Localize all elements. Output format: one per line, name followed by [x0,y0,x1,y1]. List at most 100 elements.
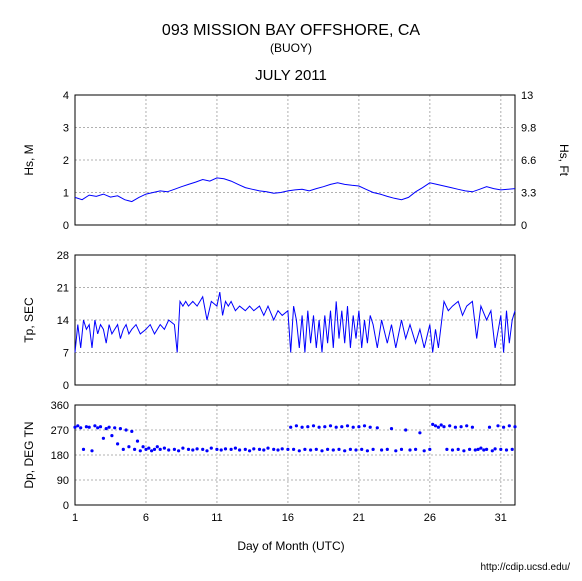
series-point [491,449,494,452]
series-point [479,447,482,450]
series-point [201,448,204,451]
series-point [454,426,457,429]
series-point [451,448,454,451]
series-point [309,448,312,451]
ytick-right-label: 6.6 [521,155,536,167]
series-point [167,448,170,451]
series-point [332,448,335,451]
series-point [372,448,375,451]
series-point [468,448,471,451]
series-point [404,428,407,431]
series-point [474,448,477,451]
series-point [252,447,255,450]
series-point [394,449,397,452]
series-point [230,448,233,451]
ytick-label: 90 [57,475,69,487]
series-point [79,426,82,429]
series-point [113,426,116,429]
series-point [177,449,180,452]
xtick-label: 11 [211,512,222,524]
ytick-right-label: 0 [521,220,527,232]
series-point [335,426,338,429]
series-point [499,448,502,451]
series-point [248,449,251,452]
series-point [292,448,295,451]
series-point [440,423,443,426]
series-point [93,424,96,427]
series-point [303,448,306,451]
series-point [414,448,417,451]
series-point [244,448,247,451]
series-point [301,426,304,429]
series-point [376,426,379,429]
series-point [340,425,343,428]
series-point [258,448,261,451]
series-point [122,448,125,451]
series-point [119,427,122,430]
series-point [110,434,113,437]
series-point [159,448,162,451]
series-point [163,447,166,450]
series-point [116,442,119,445]
series-point [488,426,491,429]
series-point [346,424,349,427]
panel-2: 07142128Tp, SEC [22,250,515,392]
ytick-label: 0 [63,380,69,392]
series-point [127,445,130,448]
series-point [234,447,237,450]
series-point [513,425,516,428]
series-point [496,424,499,427]
ytick-right-label: 9.8 [521,123,536,135]
series-point [90,449,93,452]
series-point [485,448,488,451]
series-point [445,448,448,451]
series-point [136,440,139,443]
series-point [125,428,128,431]
ytick-label: 0 [63,500,69,512]
series-point [220,448,223,451]
series-point [329,424,332,427]
series-point [418,431,421,434]
footer-url: http://cdip.ucsd.edu/ [480,562,570,573]
series-point [390,427,393,430]
ytick-right-label: 3.3 [521,188,536,200]
series-point [460,425,463,428]
y-axis-label-right: Hs, Ft [557,144,571,177]
series-point [88,426,91,429]
ytick-right-label: 13 [521,90,533,102]
series-point [281,447,284,450]
series-point [457,448,460,451]
series-point [196,447,199,450]
ytick-label: 360 [51,400,69,412]
series-point [108,426,111,429]
y-axis-label: Dp, DEG TN [22,421,36,488]
ytick-label: 3 [63,123,69,135]
series-point [82,448,85,451]
series-point [400,448,403,451]
series-point [266,447,269,450]
series-point [306,425,309,428]
panel-3: 090180270360161116212631Dp, DEG TN [22,400,517,524]
series-point [349,448,352,451]
series-point [320,449,323,452]
series-point [448,424,451,427]
series-point [286,448,289,451]
series-point [133,448,136,451]
xtick-label: 26 [424,512,436,524]
ytick-label: 2 [63,155,69,167]
series-point [318,426,321,429]
series-point [276,448,279,451]
y-axis-label: Hs, M [22,144,36,175]
series-point [312,424,315,427]
series-point [442,425,445,428]
series-point [511,448,514,451]
series-point [187,448,190,451]
ytick-label: 7 [63,348,69,360]
series-point [352,426,355,429]
ytick-label: 4 [63,90,69,102]
panel-1: 0123403.36.69.813Hs, FtHs, M [22,90,571,232]
series-point [380,448,383,451]
xtick-label: 21 [353,512,365,524]
series-point [205,449,208,452]
series-point [354,448,357,451]
